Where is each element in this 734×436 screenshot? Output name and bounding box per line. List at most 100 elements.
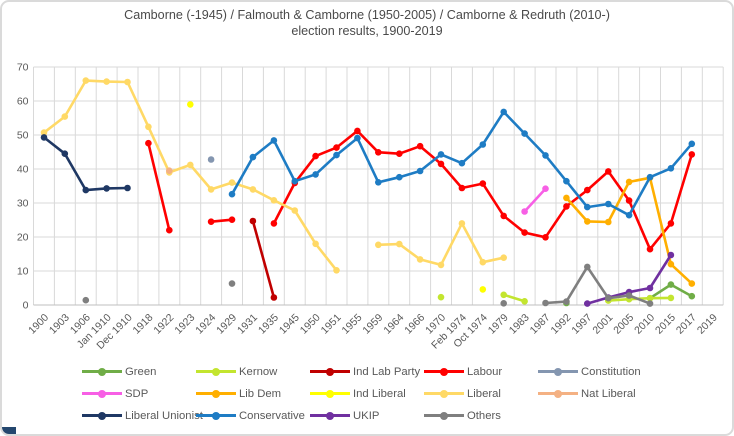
series-kernow-point: [646, 294, 654, 302]
series-liberal-point: [479, 258, 487, 266]
series-ukip-point: [667, 251, 675, 259]
legend-label: Constitution: [581, 365, 641, 378]
series-labour-point: [563, 203, 570, 210]
series-labour-point: [479, 180, 487, 187]
series-liberal-point: [375, 241, 382, 249]
series-others-point: [646, 300, 654, 307]
series-labour-point: [416, 142, 424, 150]
series-labour-point: [396, 150, 403, 157]
legend-marker-ind-lab-party: [310, 367, 350, 376]
x-tick-label: 1945: [277, 312, 302, 337]
legend-item-lib-dem: Lib Dem: [196, 385, 310, 402]
series-liberal-point: [207, 186, 215, 193]
series-kernow-point: [500, 291, 508, 299]
series-liberal-point: [40, 129, 48, 136]
series-liberal-point: [437, 261, 445, 269]
series-labour-point: [500, 212, 508, 220]
legend-item-conservative: Conservative: [196, 407, 310, 424]
series-conservative-point: [437, 151, 445, 158]
series-lib-dem-point: [667, 260, 675, 268]
x-tick-label: 1979: [486, 312, 511, 337]
x-tick-label: 2001: [590, 312, 615, 337]
legend-item-others: Others: [424, 407, 538, 424]
series-lib-dem-point: [563, 194, 570, 202]
series-kernow-point: [521, 298, 528, 305]
series-labour-point: [437, 160, 445, 168]
series-others-point: [584, 263, 591, 271]
series-sdp-point: [521, 208, 528, 215]
series-conservative-point: [333, 151, 340, 159]
series-conservative-point: [688, 140, 696, 148]
legend-label: Conservative: [239, 409, 305, 422]
x-tick-label: 1997: [569, 312, 594, 337]
legend-label: Liberal Unionist: [125, 409, 203, 422]
series-labour-point: [312, 152, 319, 160]
series-ind-lab-party-line: [251, 219, 276, 299]
legend-marker-lib-dem: [196, 389, 236, 398]
series-ind-liberal-point: [187, 101, 194, 108]
x-tick-label: 2005: [611, 312, 636, 337]
legend-label: SDP: [125, 387, 149, 400]
series-labour-point: [625, 197, 633, 204]
series-kernow-line: [502, 293, 526, 303]
series-labour-point: [458, 184, 466, 192]
legend-marker-others: [424, 411, 464, 420]
background-window-fragment: [2, 427, 16, 434]
series-labour-point: [333, 144, 340, 151]
chart-title-line1: Camborne (-1945) / Falmouth & Camborne (…: [124, 8, 610, 22]
y-tick-label: 20: [17, 232, 29, 244]
series-labour-point: [375, 149, 382, 156]
series-liberal-unionist-line: [42, 136, 129, 192]
series-green-point: [667, 281, 675, 288]
chart-title: Camborne (-1945) / Falmouth & Camborne (…: [2, 7, 732, 39]
series-labour-line: [147, 141, 171, 232]
series-labour-point: [542, 234, 549, 241]
legend-label: Green: [125, 365, 157, 378]
chart-legend: Green Kernow Ind Lab Party Labour Constituti…: [2, 363, 732, 424]
series-conservative-point: [605, 200, 612, 208]
chart-title-line2: election results, 1900-2019: [291, 24, 443, 38]
series-ukip-point: [584, 300, 591, 307]
series-others-line: [544, 265, 652, 305]
series-labour-point: [584, 186, 591, 194]
series-conservative-point: [396, 173, 403, 181]
series-conservative-point: [228, 190, 236, 198]
series-labour-point: [646, 245, 654, 253]
y-tick-label: 10: [17, 266, 29, 278]
legend-marker-ukip: [310, 411, 350, 420]
legend-marker-sdp: [82, 389, 122, 398]
series-conservative-point: [416, 167, 424, 175]
legend-item-ukip: UKIP: [310, 407, 424, 424]
series-ind-lab-party-point: [249, 217, 257, 225]
series-conservative-point: [521, 130, 528, 137]
series-labour-point: [145, 139, 152, 147]
legend-item-labour: Labour: [424, 363, 538, 380]
legend-label: Nat Liberal: [581, 387, 636, 400]
x-tick-label: 1955: [340, 312, 365, 337]
series-conservative-point: [563, 177, 570, 185]
y-tick-label: 60: [17, 96, 29, 108]
series-liberal-point: [416, 256, 424, 263]
x-tick-label: 2019: [695, 312, 720, 337]
series-sdp-point: [542, 185, 549, 192]
x-tick-label: 1992: [549, 312, 574, 337]
series-kernow-point: [667, 294, 675, 302]
series-liberal-point: [333, 267, 340, 274]
series-others-point: [500, 300, 508, 307]
series-kernow-point: [437, 293, 445, 301]
y-tick-label: 40: [17, 164, 29, 176]
legend-item-ind-liberal: Ind Liberal: [310, 385, 424, 402]
series-conservative-point: [542, 152, 549, 159]
series-liberal-point: [187, 161, 194, 169]
series-liberal-point: [145, 123, 152, 131]
y-tick-label: 30: [17, 198, 29, 210]
x-tick-label: 2010: [632, 312, 657, 337]
series-ind-liberal-point: [479, 286, 487, 293]
series-conservative-point: [667, 165, 675, 172]
x-tick-label: 2017: [674, 312, 699, 337]
legend-marker-conservative: [196, 411, 236, 420]
series-others-point: [228, 280, 236, 287]
series-conservative-point: [479, 141, 487, 148]
legend-label: UKIP: [353, 409, 380, 422]
series-lib-dem-point: [605, 218, 612, 226]
